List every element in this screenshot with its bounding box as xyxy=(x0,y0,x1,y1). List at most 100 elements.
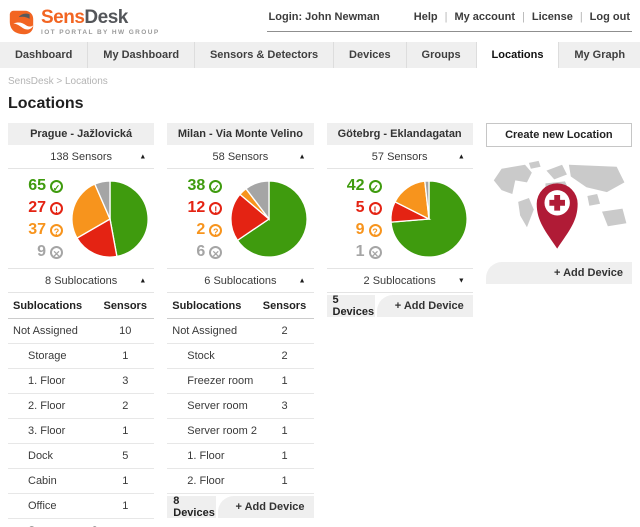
sublocations-count-label: 8 Sublocations xyxy=(45,275,118,287)
create-location-pin-icon[interactable] xyxy=(536,183,578,249)
sublocation-sensor-count: 2 xyxy=(281,325,288,337)
table-row: Server room 3 xyxy=(167,394,314,419)
tab-my-dashboard[interactable]: My Dashboard xyxy=(87,42,194,68)
tab-locations[interactable]: Locations xyxy=(475,42,559,68)
legend-item-alarm: 5! xyxy=(328,199,382,217)
table-row: 1. Floor 1 xyxy=(167,444,314,469)
sublocation-name: Server room 2 xyxy=(187,425,257,437)
tab-groups[interactable]: Groups xyxy=(405,42,476,68)
sublocation-name: Cabin xyxy=(28,475,57,487)
legend-item-alarm: 27! xyxy=(9,199,63,217)
user-menu: Help | My account | License | Log out xyxy=(414,11,630,23)
logo[interactable]: SensDesk IOT PORTAL BY HW GROUP xyxy=(8,8,160,36)
location-title[interactable]: Götebrg - Eklandagatan xyxy=(326,123,473,145)
pie-slice-inactive xyxy=(245,180,270,221)
location-title[interactable]: Milan - Via Monte Velino xyxy=(167,123,314,145)
collapse-sublocations-arrow-icon[interactable]: ▲ xyxy=(139,277,147,284)
sublocation-sensor-count: 2 xyxy=(281,350,288,362)
menu-link-license[interactable]: License xyxy=(531,11,573,23)
alarm-status-icon: ! xyxy=(368,201,382,215)
user-bar: Login: John Newman Help | My account | Licen… xyxy=(266,8,632,32)
sublocation-name: Storage xyxy=(28,350,67,362)
tab-devices[interactable]: Devices xyxy=(333,42,405,68)
breadcrumb: SensDesk > Locations xyxy=(8,76,108,87)
inactive-status-icon: ✕ xyxy=(50,245,63,259)
table-header-row: Sublocations Sensors xyxy=(8,293,155,319)
legend-item-inactive: 6 ✕ xyxy=(168,243,223,261)
table-row: 3. Floor 1 xyxy=(8,419,155,444)
legend-value-inactive: 6 xyxy=(196,243,206,260)
legend-item-warning: 37? xyxy=(9,221,63,239)
sensors-count-label: 57 Sensors xyxy=(371,151,428,163)
column-header-sensors: Sensors xyxy=(103,300,147,312)
sublocation-sensor-count: 1 xyxy=(281,450,288,462)
sublocations-count-label: 6 Sublocations xyxy=(204,275,277,287)
table-row: Storage 1 xyxy=(8,344,155,369)
sublocation-name: Not Assigned xyxy=(172,325,238,337)
collapse-sensors-arrow-icon[interactable]: ▲ xyxy=(139,153,147,160)
collapse-sublocations-arrow-icon[interactable]: ▼ xyxy=(457,277,465,284)
login-label: Login: John Newman xyxy=(268,11,380,23)
menu-link-log-out[interactable]: Log out xyxy=(589,11,630,23)
world-map xyxy=(486,157,632,258)
sensors-summary-row: 138 Sensors ▲ xyxy=(8,145,155,169)
sublocation-name: 1. Floor xyxy=(187,450,225,462)
collapse-sensors-arrow-icon[interactable]: ▲ xyxy=(298,153,306,160)
legend-value-warning: 9 xyxy=(355,221,365,238)
legend-value-ok: 38 xyxy=(187,177,206,194)
legend-value-warning: 2 xyxy=(196,221,206,238)
devices-count-label: 5 Devices xyxy=(326,294,375,318)
sublocation-sensor-count: 2 xyxy=(122,400,129,412)
location-card: Milan - Via Monte Velino 58 Sensors ▲ 38… xyxy=(167,123,314,519)
add-device-button[interactable]: + Add Device xyxy=(376,295,473,317)
alarm-status-icon: ! xyxy=(209,201,223,215)
column-header-sublocations: Sublocations xyxy=(172,300,242,312)
status-legend: 42 ✓ 5! 9? 1 ✕ xyxy=(328,177,382,261)
warning-status-icon: ? xyxy=(50,223,63,237)
sensors-summary-row: 58 Sensors ▲ xyxy=(167,145,314,169)
sublocations-summary-row: 2 Sublocations ▼ xyxy=(326,268,473,293)
menu-link-help[interactable]: Help xyxy=(413,11,438,23)
inactive-status-icon: ✕ xyxy=(368,245,382,259)
legend-value-ok: 42 xyxy=(346,177,365,194)
legend-value-alarm: 27 xyxy=(28,199,46,216)
sensors-count-label: 138 Sensors xyxy=(50,151,112,163)
legend-item-alarm: 12! xyxy=(168,199,223,217)
status-legend: 38 ✓ 12! 2? 6 ✕ xyxy=(168,177,223,261)
brand-name-desk: Desk xyxy=(84,7,128,28)
location-title[interactable]: Prague - Jažlovická xyxy=(8,123,155,145)
create-location-button[interactable]: Create new Location xyxy=(485,123,632,147)
add-device-button[interactable]: + Add Device xyxy=(217,496,314,518)
menu-separator: | xyxy=(521,11,525,23)
legend-value-alarm: 5 xyxy=(355,199,365,216)
panel-add-device-button[interactable]: + Add Device xyxy=(485,262,632,285)
sublocation-name: Server room xyxy=(187,400,248,412)
sublocation-name: Dock xyxy=(28,450,54,462)
collapse-sensors-arrow-icon[interactable]: ▲ xyxy=(457,153,465,160)
pie-slice-ok xyxy=(236,180,308,258)
alarm-status-icon: ! xyxy=(50,201,63,215)
tab-sensors-detectors[interactable]: Sensors & Detectors xyxy=(194,42,333,68)
brand-name: SensDesk xyxy=(41,8,160,27)
page-header: SensDesk IOT PORTAL BY HW GROUP Login: J… xyxy=(0,0,640,38)
sublocation-sensor-count: 3 xyxy=(281,400,288,412)
collapse-sublocations-arrow-icon[interactable]: ▲ xyxy=(298,277,306,284)
table-row: Freezer room 1 xyxy=(167,369,314,394)
sublocation-sensor-count: 1 xyxy=(122,500,129,512)
main-nav: Dashboard My Dashboard Sensors & Detectors… xyxy=(0,42,640,68)
legend-value-inactive: 9 xyxy=(37,243,46,260)
location-card: Prague - Jažlovická 138 Sensors ▲ 65 ✓ 27!… xyxy=(8,123,155,527)
sensor-status-pie-chart xyxy=(71,180,149,258)
legend-value-inactive: 1 xyxy=(355,243,365,260)
sensor-status-pie-chart xyxy=(389,180,468,258)
menu-separator: | xyxy=(579,11,583,23)
pie-slice-inactive xyxy=(423,180,430,220)
table-row: Not Assigned 2 xyxy=(167,319,314,344)
sublocation-sensor-count: 5 xyxy=(122,450,129,462)
table-row: Dock 5 xyxy=(8,444,155,469)
menu-separator: | xyxy=(444,11,448,23)
tab-dashboard[interactable]: Dashboard xyxy=(14,49,73,61)
menu-link-my-account[interactable]: My account xyxy=(454,11,515,23)
brand-tagline: IOT PORTAL BY HW GROUP xyxy=(41,29,160,36)
tab-my-graph[interactable]: My Graph xyxy=(558,42,640,68)
